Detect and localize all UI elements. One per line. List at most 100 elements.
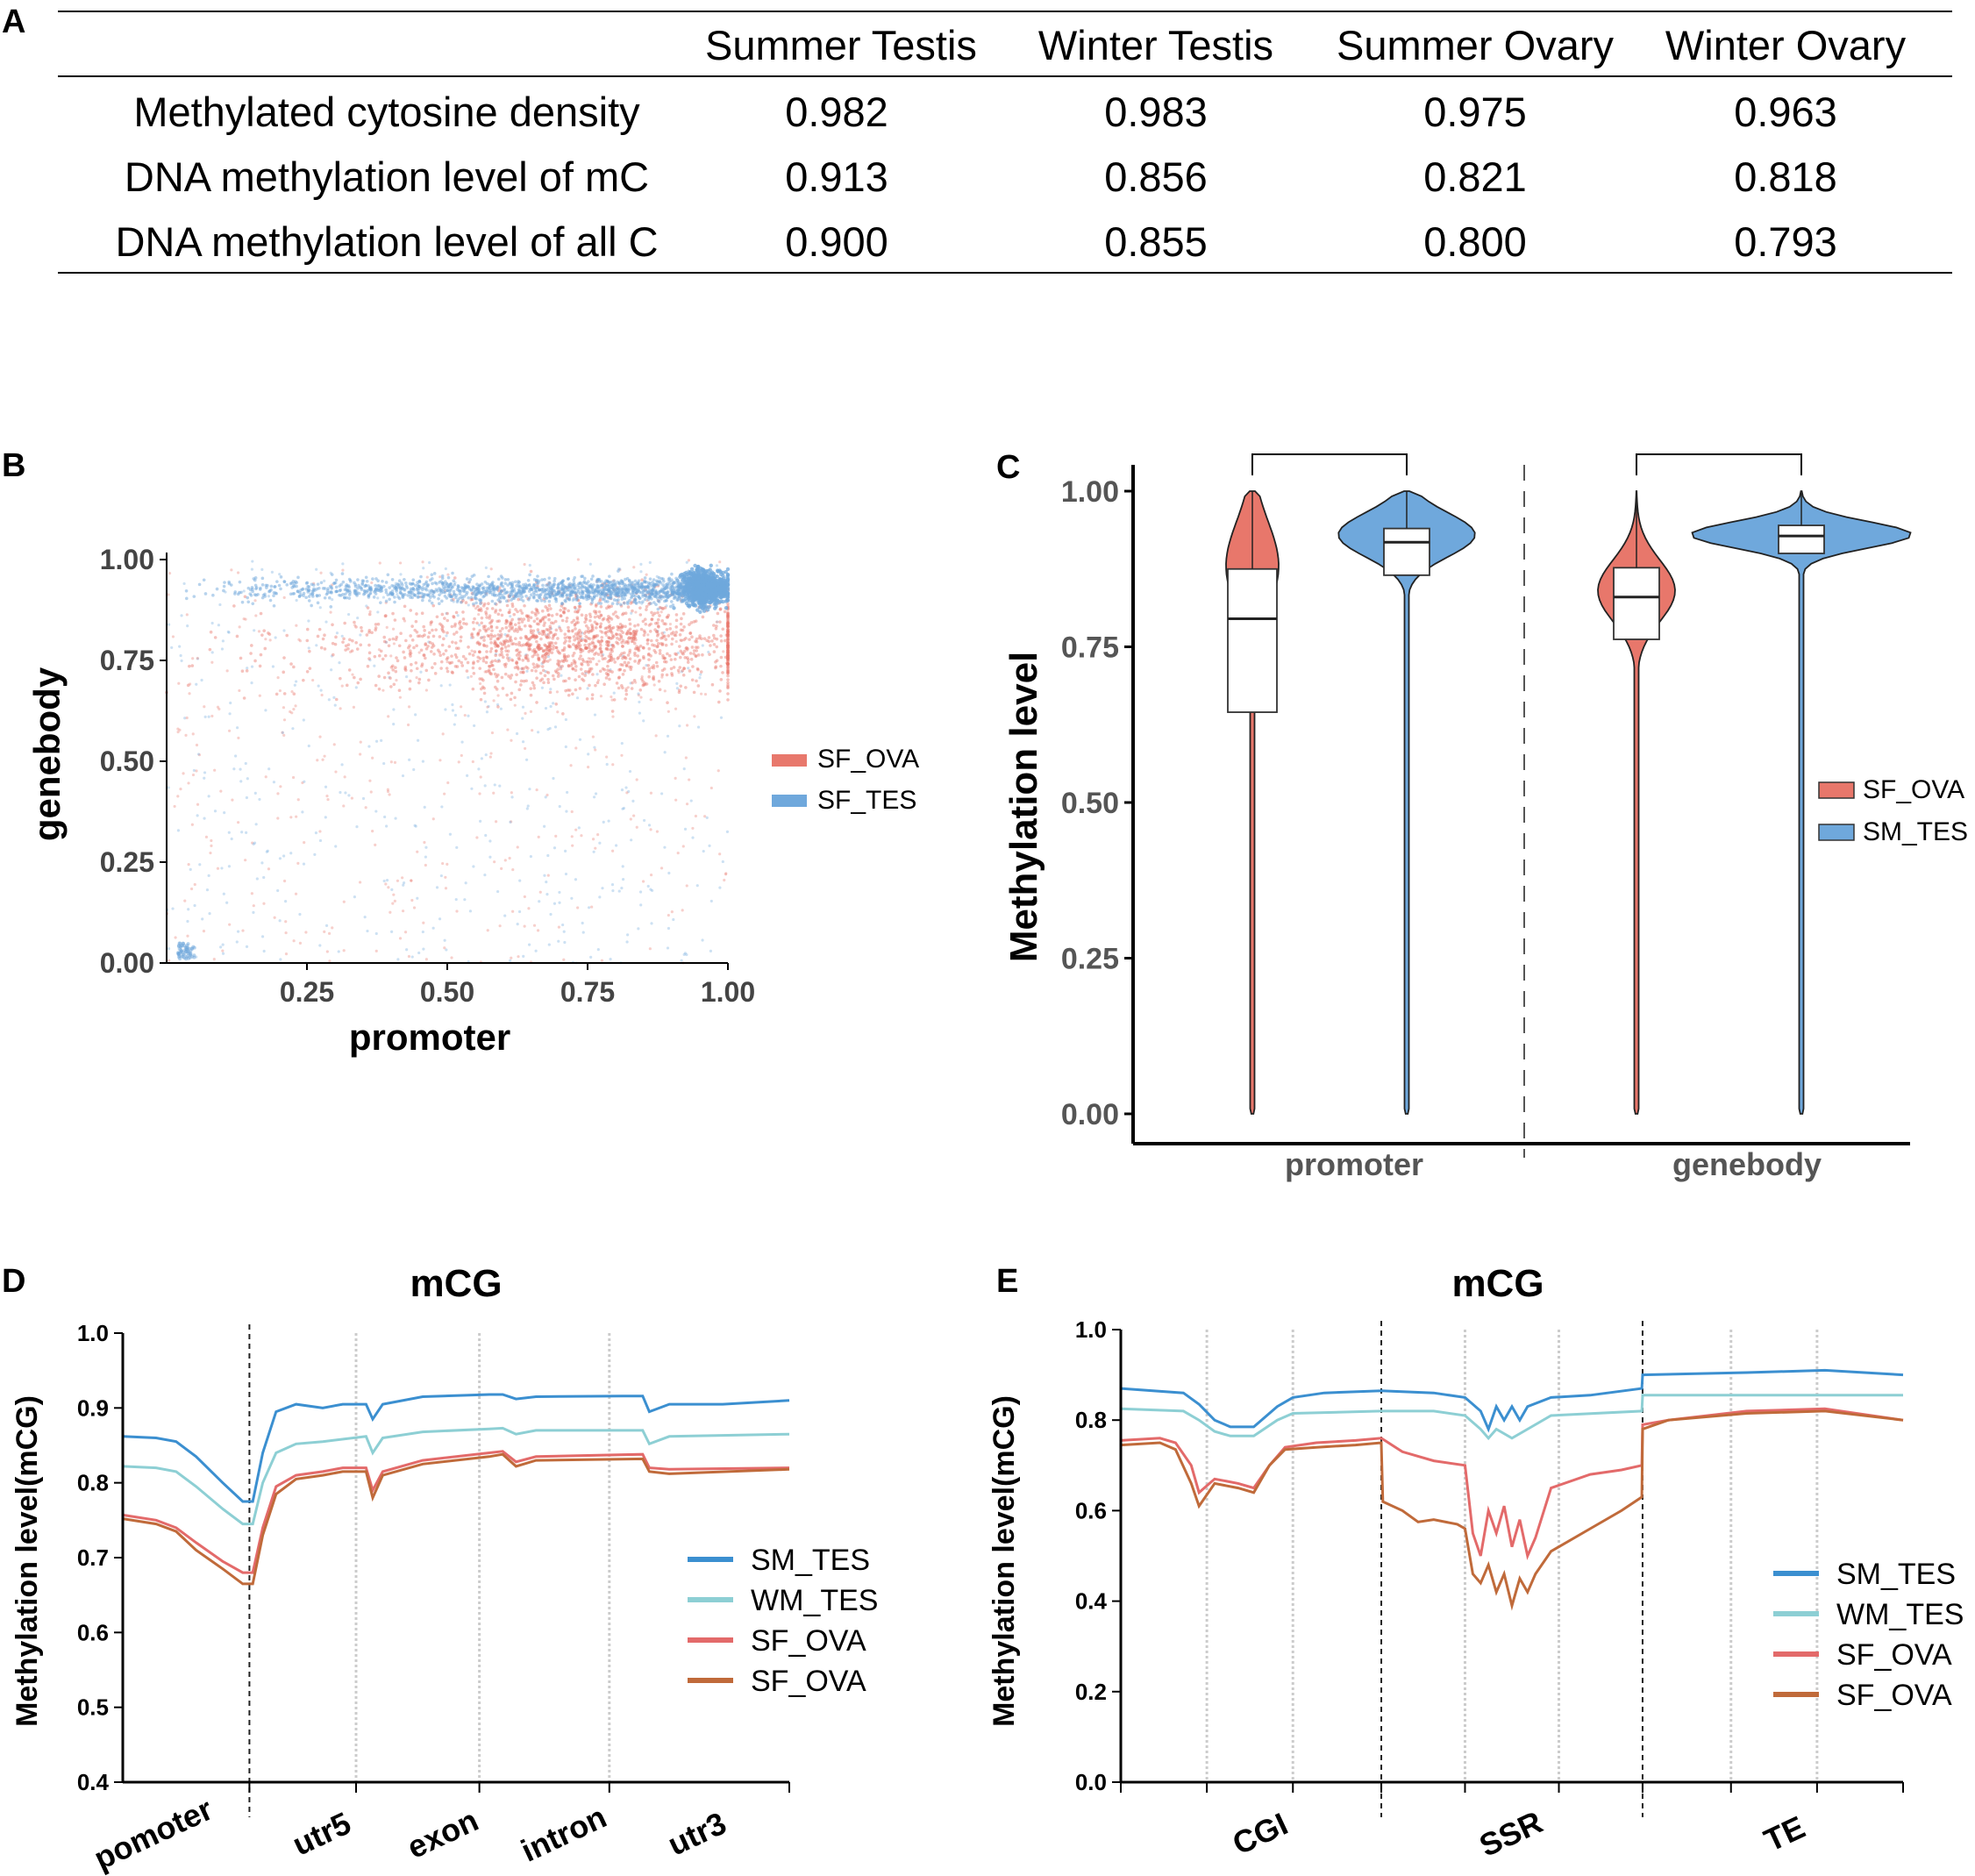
scatter-point bbox=[268, 598, 273, 603]
scatter-point bbox=[485, 710, 489, 714]
scatter-point bbox=[545, 648, 550, 652]
scatter-point bbox=[679, 638, 682, 642]
scatter-point bbox=[726, 640, 730, 644]
scatter-point bbox=[523, 562, 526, 567]
scatter-point bbox=[176, 727, 180, 731]
scatter-point bbox=[646, 638, 650, 642]
scatter-point bbox=[440, 599, 444, 603]
scatter-point bbox=[689, 799, 693, 802]
scatter-point bbox=[529, 569, 533, 574]
scatter-point bbox=[627, 637, 631, 640]
scatter-point bbox=[383, 653, 388, 658]
scatter-point bbox=[726, 671, 730, 675]
scatter-point bbox=[666, 652, 669, 656]
scatter-point bbox=[712, 624, 716, 627]
scatter-point bbox=[208, 911, 211, 916]
scatter-point bbox=[595, 673, 599, 676]
scatter-point bbox=[298, 941, 303, 945]
scatter-point bbox=[632, 678, 637, 682]
scatter-point bbox=[647, 669, 652, 674]
scatter-point bbox=[414, 661, 418, 665]
scatter-point bbox=[628, 622, 632, 626]
scatter-point bbox=[674, 631, 678, 634]
scatter-point bbox=[456, 584, 460, 588]
scatter-point bbox=[649, 654, 652, 658]
scatter-point bbox=[353, 588, 358, 593]
scatter-point bbox=[517, 955, 520, 959]
scatter-point bbox=[403, 588, 407, 592]
scatter-point bbox=[430, 601, 434, 605]
scatter-point bbox=[368, 610, 372, 614]
scatter-point bbox=[682, 952, 686, 956]
scatter-point bbox=[619, 634, 624, 638]
scatter-point bbox=[479, 598, 483, 602]
scatter-point bbox=[454, 610, 459, 615]
scatter-point bbox=[492, 699, 496, 703]
scatter-point bbox=[572, 635, 576, 638]
scatter-point bbox=[468, 578, 473, 581]
scatter-point bbox=[575, 646, 579, 650]
scatter-point bbox=[396, 592, 399, 596]
scatter-point bbox=[374, 810, 378, 813]
scatter-point bbox=[563, 657, 567, 660]
scatter-point bbox=[415, 588, 419, 591]
scatter-point bbox=[626, 605, 631, 609]
scatter-point bbox=[482, 638, 486, 642]
scatter-point bbox=[310, 603, 313, 608]
scatter-point bbox=[726, 664, 730, 668]
scatter-point bbox=[543, 643, 546, 647]
scatter-point bbox=[604, 676, 609, 680]
scatter-point bbox=[666, 590, 669, 594]
scatter-point bbox=[543, 657, 546, 661]
scatter-point bbox=[633, 599, 637, 603]
scatter-point bbox=[369, 588, 373, 592]
scatter-point bbox=[654, 660, 659, 665]
scatter-point bbox=[190, 823, 194, 826]
scatter-point bbox=[444, 708, 447, 711]
scatter-point bbox=[319, 688, 323, 692]
scatter-point bbox=[419, 648, 424, 653]
scatter-point bbox=[289, 710, 292, 714]
scatter-point bbox=[591, 591, 595, 595]
scatter-point bbox=[602, 667, 607, 672]
scatter-point bbox=[564, 745, 567, 749]
scatter-point bbox=[629, 817, 632, 821]
scatter-point bbox=[483, 624, 487, 628]
scatter-point bbox=[726, 643, 730, 647]
scatter-point bbox=[595, 580, 599, 584]
scatter-point bbox=[184, 589, 189, 593]
scatter-point bbox=[478, 642, 481, 646]
scatter-point bbox=[438, 650, 441, 654]
scatter-point bbox=[420, 595, 424, 599]
scatter-point bbox=[664, 585, 668, 589]
scatter-point bbox=[385, 879, 389, 882]
scatter-point bbox=[667, 579, 671, 583]
scatter-point bbox=[282, 596, 286, 599]
scatter-point bbox=[544, 615, 547, 619]
scatter-point bbox=[354, 686, 358, 689]
scatter-point bbox=[726, 632, 730, 637]
scatter-point bbox=[697, 636, 702, 640]
scatter-point bbox=[424, 646, 429, 651]
scatter-point bbox=[584, 614, 588, 617]
scatter-point bbox=[168, 572, 172, 575]
scatter-point bbox=[477, 767, 481, 771]
scatter-point bbox=[565, 619, 568, 624]
scatter-point bbox=[579, 647, 582, 652]
scatter-point bbox=[539, 588, 544, 592]
scatter-point bbox=[587, 906, 591, 909]
scatter-point bbox=[319, 581, 324, 585]
scatter-point bbox=[585, 697, 589, 701]
scatter-point bbox=[636, 654, 639, 658]
scatter-point bbox=[304, 931, 308, 934]
scatter-point bbox=[479, 819, 482, 823]
scatter-point bbox=[514, 680, 517, 684]
scatter-point bbox=[599, 613, 603, 617]
scatter-point bbox=[559, 614, 563, 618]
scatter-point bbox=[510, 617, 514, 622]
scatter-point bbox=[281, 731, 284, 734]
scatter-point bbox=[344, 648, 347, 652]
scatter-point bbox=[605, 646, 609, 651]
scatter-point bbox=[567, 629, 570, 632]
scatter-point bbox=[494, 609, 498, 612]
